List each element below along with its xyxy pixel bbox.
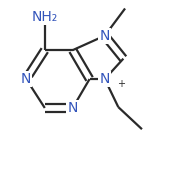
- Text: +: +: [117, 79, 125, 89]
- Text: N: N: [21, 72, 31, 86]
- Text: N: N: [67, 101, 78, 115]
- Text: NH₂: NH₂: [32, 10, 58, 24]
- Text: N: N: [100, 29, 110, 43]
- Text: N: N: [100, 72, 110, 86]
